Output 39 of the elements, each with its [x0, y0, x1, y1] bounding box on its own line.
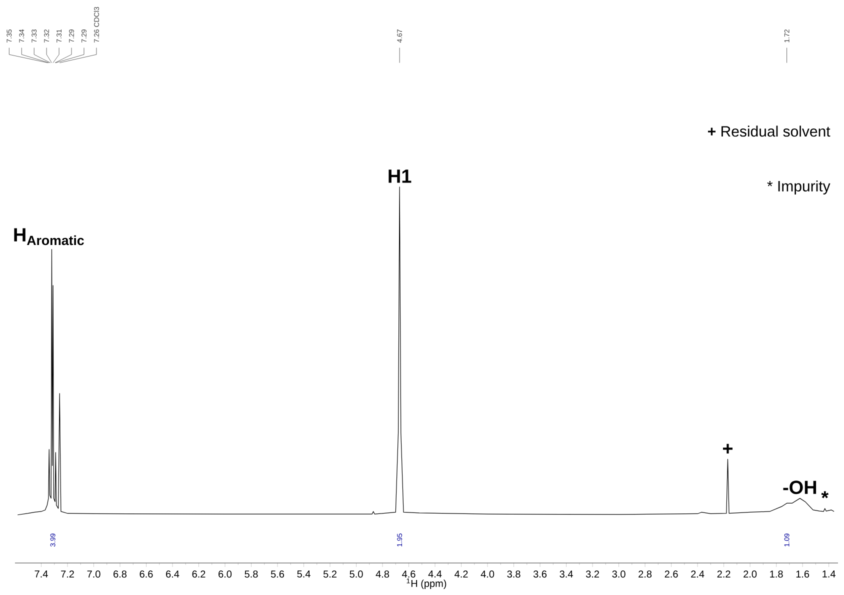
- text: + Residual solvent: [708, 126, 830, 137]
- x-tick-label: 3.2: [586, 570, 599, 578]
- x-tick-label: 6.6: [140, 570, 153, 578]
- x-tick-label: 6.4: [166, 570, 180, 578]
- annotation: +: [722, 444, 733, 454]
- x-tick-label: 2.0: [744, 570, 757, 578]
- x-tick-label: 7.4: [34, 570, 48, 578]
- x-tick-label: 5.2: [323, 570, 336, 578]
- x-tick-label: 2.2: [717, 570, 730, 578]
- x-tick-label: 3.4: [560, 570, 573, 578]
- x-tick-label: 6.2: [192, 570, 206, 578]
- x-tick-label: 4.2: [454, 570, 468, 578]
- x-tick-label: 2.8: [638, 570, 652, 578]
- x-tick-label: 4.0: [480, 570, 494, 578]
- annotation: -OH: [783, 480, 816, 494]
- annotation: H$_{Aromatic}$: [14, 228, 84, 246]
- x-tick-label: 5.8: [244, 570, 258, 578]
- annotation: * Impurity: [767, 180, 830, 194]
- x-tick-label: 5.6: [270, 570, 284, 578]
- x-tick-label: 6.0: [218, 570, 232, 578]
- x-tick-label: 2.4: [691, 570, 704, 578]
- x-tick-label: 6.8: [114, 570, 127, 578]
- x-tick-label: 3.0: [612, 570, 626, 578]
- x-tick-label: 1.4: [822, 570, 836, 578]
- x-tick-label: 5.0: [350, 570, 363, 578]
- x-tick-label: 5.4: [297, 570, 310, 578]
- x-tick-label: 7.0: [87, 570, 100, 578]
- x-tick-label: 2.6: [664, 570, 678, 578]
- x-tick-label: 4.6: [402, 570, 416, 578]
- annotation: *: [821, 491, 829, 498]
- x-tick-label: 3.6: [533, 570, 547, 578]
- annotation: H1: [388, 170, 412, 183]
- x-tick-label: 7.2: [61, 570, 74, 578]
- x-tick-label: 1.6: [796, 570, 810, 578]
- x-tick-label: 4.8: [376, 570, 390, 578]
- x-tick-label: 1.8: [770, 570, 783, 578]
- x-tick-label: 4.4: [428, 570, 442, 578]
- x-tick-label: 3.8: [507, 570, 520, 578]
- x-axis-title: $^{1}$H (ppm): [406, 578, 446, 589]
